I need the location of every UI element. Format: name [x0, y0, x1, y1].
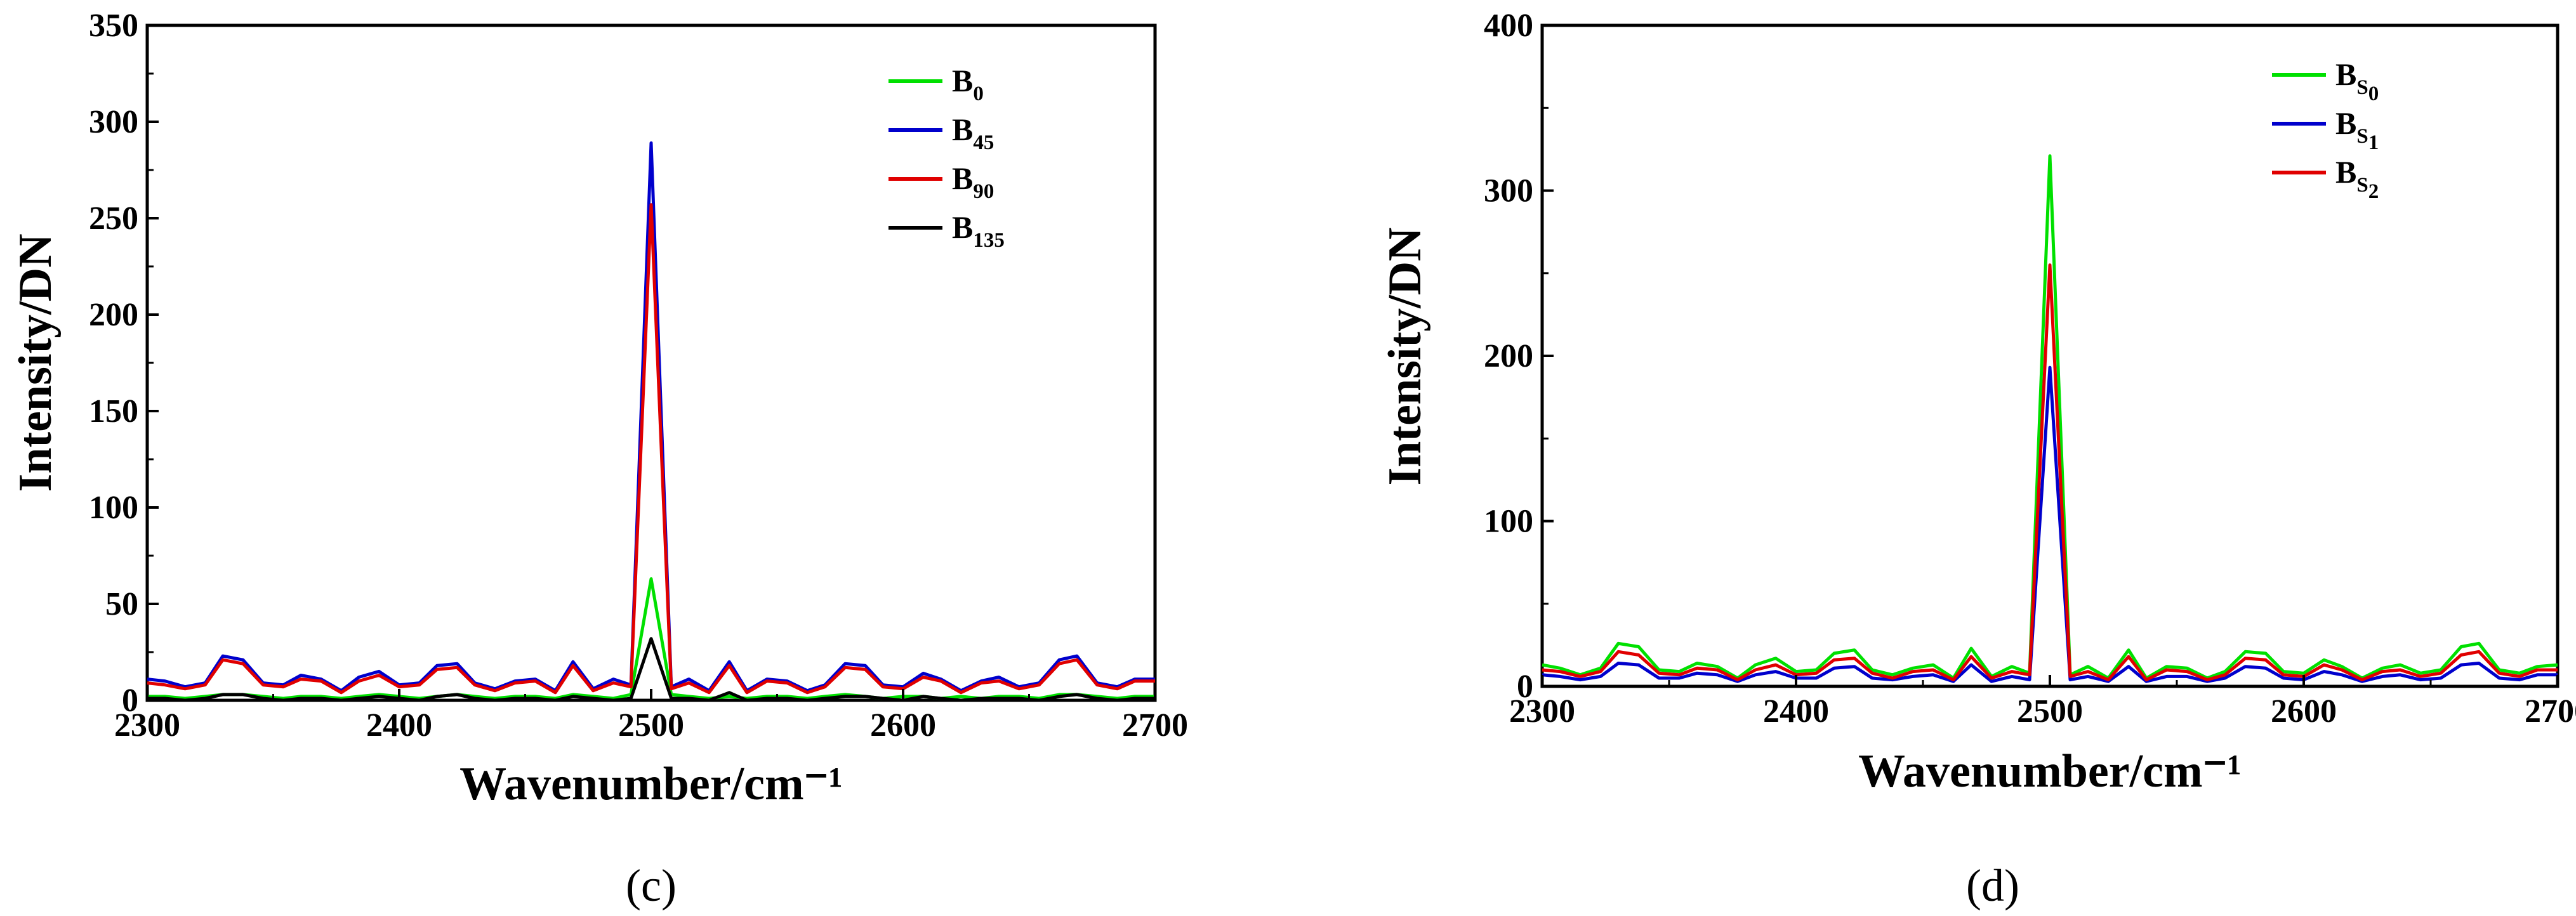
y-tick-label: 200 — [1484, 338, 1533, 374]
y-tick-label: 150 — [89, 393, 138, 429]
y-tick-label: 250 — [89, 200, 138, 237]
x-tick-label: 2500 — [618, 707, 684, 743]
legend: B0 B45 B90 B135 — [888, 63, 1005, 252]
x-axis-ticks: 2300 2400 2500 2600 2700 — [1509, 675, 2576, 730]
legend-label: BS2 — [2335, 154, 2379, 203]
legend-label: B0 — [952, 63, 984, 105]
x-tick-label: 2700 — [2525, 693, 2576, 730]
y-tick-label: 300 — [1484, 173, 1533, 209]
panel-label: (c) — [626, 860, 677, 911]
series-line-BS2 — [1542, 263, 2558, 682]
x-tick-label: 2300 — [1509, 693, 1575, 730]
x-axis-label: Wavenumber/cm⁻¹ — [1858, 745, 2242, 797]
y-tick-label: 200 — [89, 297, 138, 333]
x-tick-label: 2400 — [1763, 693, 1829, 730]
x-tick-label: 2300 — [114, 707, 180, 743]
chart-panel-c: 2300 2400 2500 2600 2700 0 50 100 150 200 250 300 3… — [10, 8, 1188, 911]
plot-area — [1542, 154, 2558, 683]
y-axis-label: Intensity/DN — [10, 233, 62, 492]
y-tick-label: 100 — [1484, 504, 1533, 540]
y-tick-label: 50 — [105, 586, 138, 622]
legend-label: B135 — [952, 209, 1005, 252]
panel-label: (d) — [1966, 860, 2019, 911]
legend-label: B90 — [952, 160, 994, 203]
x-tick-label: 2700 — [1122, 707, 1188, 743]
plot-frame — [1540, 23, 2559, 688]
x-tick-label: 2600 — [870, 707, 936, 743]
y-tick-label: 350 — [89, 8, 138, 44]
series-line-B90 — [147, 203, 1155, 695]
y-tick-label: 400 — [1484, 8, 1533, 44]
y-axis-label: Intensity/DN — [1379, 227, 1431, 485]
y-tick-label: 0 — [122, 683, 138, 719]
legend-label: BS1 — [2335, 105, 2379, 154]
y-tick-label: 100 — [89, 490, 138, 526]
x-tick-label: 2500 — [2017, 693, 2083, 730]
plot-area — [147, 141, 1155, 702]
legend-label: BS0 — [2335, 56, 2379, 105]
legend-label: B45 — [952, 112, 994, 154]
series-line-B45 — [147, 141, 1155, 693]
y-axis-ticks: 0 100 200 300 400 — [1484, 8, 1554, 705]
chart-panel-d: 2300 2400 2500 2600 2700 0 100 200 300 400 Waven… — [1379, 8, 2576, 911]
series-line-B135 — [147, 637, 1155, 702]
x-tick-label: 2600 — [2271, 693, 2337, 730]
x-axis-ticks: 2300 2400 2500 2600 2700 — [114, 689, 1188, 743]
y-tick-label: 0 — [1517, 669, 1533, 705]
plot-frame — [145, 23, 1157, 702]
x-tick-label: 2400 — [366, 707, 432, 743]
y-axis-ticks: 0 50 100 150 200 250 300 350 — [89, 8, 159, 719]
series-line-BS0 — [1542, 154, 2558, 680]
series-line-BS1 — [1542, 365, 2558, 683]
x-axis-label: Wavenumber/cm⁻¹ — [459, 758, 843, 810]
y-tick-label: 300 — [89, 104, 138, 140]
